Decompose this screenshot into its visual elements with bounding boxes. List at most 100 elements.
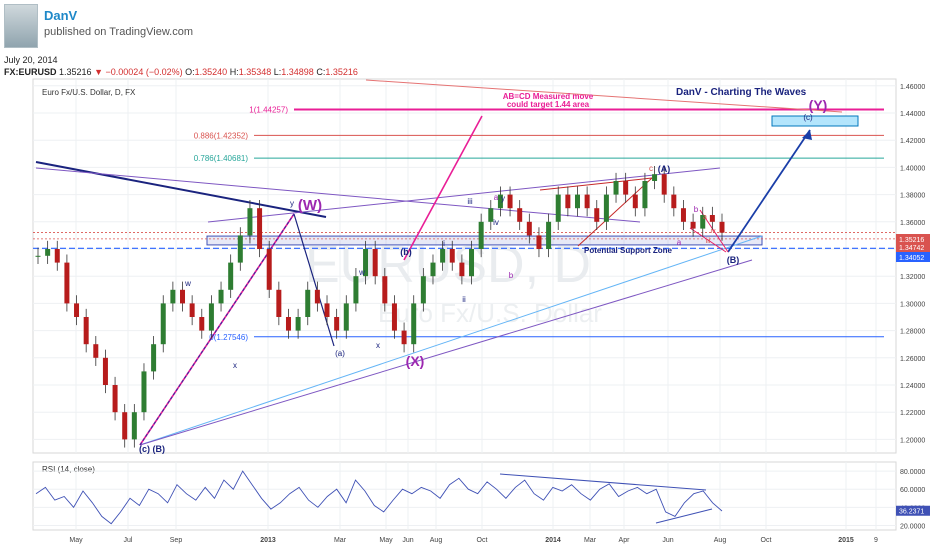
wave-annotation: (B) [727,255,740,265]
wave-annotation: x [376,341,380,350]
candle-body [623,181,629,195]
candle-body [131,412,137,440]
candle-body [334,317,340,331]
publish-date: July 20, 2014 [4,55,58,65]
wave-annotation: iv [493,218,499,227]
time-tick-label: Mar [584,537,597,544]
trend-line [403,115,483,261]
candle-body [507,194,513,209]
candle-body [459,262,465,277]
wave-annotation: (Y) [809,97,828,113]
wave-annotation: (a) [335,349,345,358]
candle-body [603,194,609,222]
candle-body [632,194,638,209]
wave-annotation: a [703,214,707,221]
candle-body [382,276,388,304]
candle-body [35,255,41,257]
author-name[interactable]: DanV [44,8,78,23]
time-tick-label: Aug [430,537,443,544]
candle-body [526,221,532,236]
candle-body [497,194,503,209]
author-avatar[interactable] [4,4,38,48]
candle-body [180,289,186,304]
quote-symbol: FX:EURUSD [4,67,57,77]
trend-line [365,79,843,113]
candle-body [478,221,484,249]
quote-close: 1.35216 [325,67,358,77]
wave-annotation: iv [710,228,716,235]
candle-body [642,181,648,209]
price-badge-label: 1.34742 [899,245,924,252]
wave-annotation: a [677,238,682,247]
candle-body [295,317,301,331]
time-tick-label: May [69,537,83,544]
quote-open: 1.35240 [194,67,228,77]
candle-body [160,303,166,345]
candle-body [189,303,195,317]
quote-open-label: O: [185,67,195,77]
quote-high-label: H: [229,67,239,77]
price-tick-label: 1.30000 [900,301,925,308]
rsi-trend-line [655,508,713,524]
wave-annotation: y [290,199,294,208]
wave-annotation: y [501,194,505,203]
price-badge [896,242,930,252]
time-tick-label: Jul [124,537,133,544]
candle-body [151,344,157,372]
candle-body [122,412,128,440]
candle-body [93,344,99,358]
candle-body [690,221,696,229]
price-tick-label: 1.40000 [900,165,925,172]
wave-annotation: (X) [406,353,425,369]
candle-body [372,249,378,277]
chart-title: DanV - Charting The Waves [676,87,807,98]
time-tick-label: Jun [662,537,673,544]
wave-annotation: w [184,279,191,288]
quote-close-label: C: [316,67,326,77]
quote-change: −0.00024 (−0.02%) [105,67,183,77]
price-badge-label: 1.34052 [899,255,924,262]
candle-body [401,330,407,345]
time-tick-label: Aug [714,537,727,544]
rsi-badge [896,505,930,516]
quote-high: 1.35348 [238,67,272,77]
fib-level-label: 0.786(1.40681) [194,154,249,163]
rsi-trend-line [499,473,707,491]
candle-body [208,303,214,331]
candle-body [411,303,417,345]
price-tick-label: 1.28000 [900,329,925,336]
wave-annotation: (A) [658,164,671,174]
candle-body [613,181,619,195]
candle-body [469,249,475,277]
candle-body [218,289,224,304]
wave-annotation: (c) [803,113,813,122]
candle-body [305,289,311,317]
candle-body [54,249,60,263]
candle-body [440,249,446,263]
candle-body [247,208,253,236]
candle-body [74,303,80,317]
candle-body [652,174,658,181]
candle-body [102,357,108,385]
candle-body [257,208,263,249]
trend-line [35,167,641,223]
price-tick-label: 1.20000 [900,437,925,444]
price-badge-label: 1.35216 [899,237,924,244]
price-tick-label: 1.26000 [900,356,925,363]
candle-body [112,385,118,413]
candle-body [449,249,455,263]
wave-annotation: (W) [298,197,322,214]
time-tick-label: Oct [477,537,488,544]
price-tick-label: 1.32000 [900,274,925,281]
rsi-tick-label: 80.0000 [900,469,925,476]
published-on-label: published on TradingView.com [44,26,194,38]
candle-body [536,235,542,249]
rsi-pane [32,461,897,531]
time-tick-label: Mar [334,537,347,544]
wave-annotation: c [649,164,653,173]
fib-level-label: 0(1.27546) [209,333,248,342]
time-tick-label: 2013 [260,537,276,544]
candle-body [276,289,282,317]
rsi-series-line [35,470,723,525]
